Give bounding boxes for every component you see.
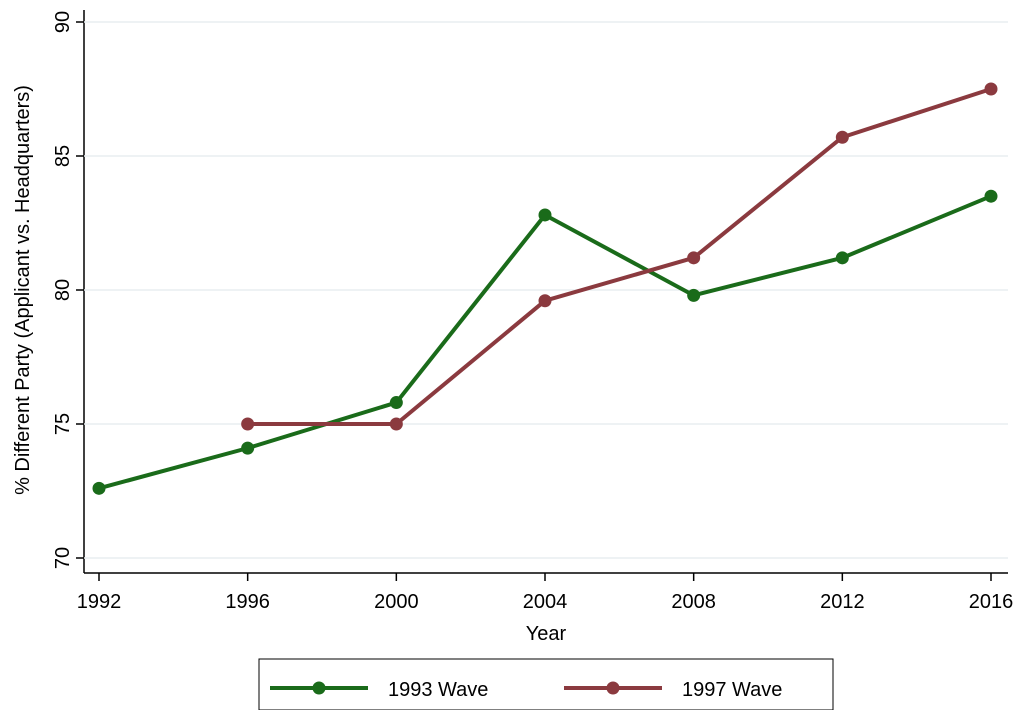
series-1997-wave bbox=[241, 82, 998, 431]
data-point bbox=[241, 417, 255, 431]
x-axis-ticks: 1992 1996 2000 2004 2008 2012 2016 bbox=[77, 573, 1014, 613]
y-tick-label: 70 bbox=[52, 547, 74, 569]
legend-box bbox=[258, 658, 834, 710]
data-point bbox=[835, 251, 849, 265]
y-tick-label: 75 bbox=[52, 413, 74, 435]
data-point bbox=[984, 189, 998, 203]
data-point bbox=[984, 82, 998, 96]
data-point bbox=[92, 481, 106, 495]
y-tick-label: 85 bbox=[52, 145, 74, 167]
data-point bbox=[538, 294, 552, 308]
legend-item-1993-wave: 1993 Wave bbox=[270, 679, 488, 701]
y-axis-ticks: 70 75 80 85 90 bbox=[52, 11, 84, 569]
x-tick-label: 1992 bbox=[77, 591, 122, 613]
legend-swatch-marker bbox=[606, 681, 620, 695]
x-tick-label: 2008 bbox=[671, 591, 716, 613]
gridlines bbox=[84, 21, 1008, 559]
legend-label: 1993 Wave bbox=[388, 679, 488, 701]
legend: 1993 Wave 1997 Wave bbox=[258, 658, 834, 710]
series-1993-wave bbox=[92, 189, 998, 495]
data-point bbox=[241, 441, 255, 455]
x-tick-label: 2016 bbox=[969, 591, 1014, 613]
x-tick-label: 2000 bbox=[374, 591, 419, 613]
data-point bbox=[687, 288, 701, 302]
x-tick-label: 2012 bbox=[820, 591, 865, 613]
legend-swatch-marker bbox=[312, 681, 326, 695]
series-layer bbox=[92, 82, 998, 495]
data-point bbox=[835, 130, 849, 144]
legend-label: 1997 Wave bbox=[682, 679, 782, 701]
y-tick-label: 90 bbox=[52, 11, 74, 33]
data-point bbox=[389, 396, 403, 410]
x-tick-label: 2004 bbox=[523, 591, 568, 613]
y-axis-title: % Different Party (Applicant vs. Headqua… bbox=[12, 85, 34, 495]
data-point bbox=[687, 251, 701, 265]
series-line bbox=[98, 194, 992, 491]
legend-item-1997-wave: 1997 Wave bbox=[564, 679, 782, 701]
x-tick-label: 1996 bbox=[225, 591, 270, 613]
data-point bbox=[389, 417, 403, 431]
y-tick-label: 80 bbox=[52, 279, 74, 301]
x-axis-title: Year bbox=[526, 623, 567, 645]
data-point bbox=[538, 208, 552, 222]
series-line bbox=[247, 87, 992, 426]
